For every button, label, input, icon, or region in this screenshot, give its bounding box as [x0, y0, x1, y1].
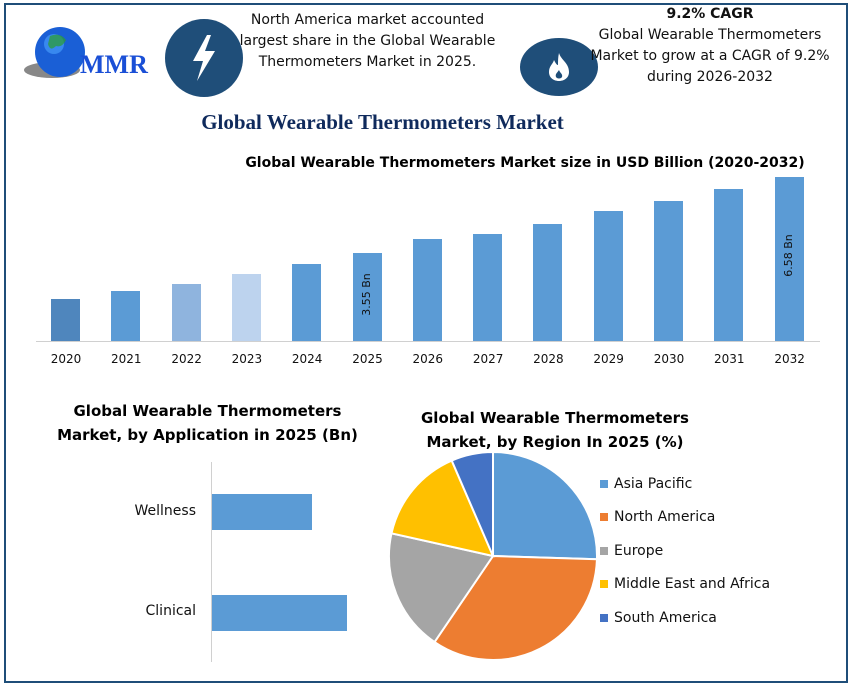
north-america-note: North America market accounted largest s… — [225, 10, 510, 73]
lightning-icon — [193, 35, 215, 81]
legend-label: North America — [614, 509, 716, 525]
x-tick-label: 2025 — [352, 352, 383, 366]
bar-2024 — [292, 263, 322, 341]
x-tick-label: 2031 — [714, 352, 745, 366]
page-title: Global Wearable Thermometers Market — [201, 110, 564, 134]
bar-2020 — [51, 298, 80, 341]
x-tick-label: 2030 — [653, 352, 685, 366]
legend-swatch — [600, 513, 608, 521]
title-line: Market, by Application in 2025 (Bn) — [57, 426, 358, 444]
bar-2021 — [111, 291, 141, 341]
note-line: during 2026-2032 — [647, 69, 773, 85]
pie-legend: Asia Pacific North America Europe Middle… — [600, 476, 840, 636]
legend-north-america: North America — [600, 509, 715, 525]
bar-clinical — [212, 595, 347, 631]
legend-label: Middle East and Africa — [614, 576, 771, 592]
bar-2027 — [473, 233, 503, 341]
bar-data-label: 3.55 Bn — [359, 272, 373, 316]
x-axis-line — [36, 341, 820, 342]
bar-2032: 6.58 Bn — [774, 177, 804, 341]
title-line: Global Wearable Thermometers — [421, 409, 689, 427]
x-tick-label: 2021 — [111, 352, 142, 366]
note-line: Global Wearable Thermometers — [598, 27, 822, 43]
legend-label: Asia Pacific — [614, 476, 693, 492]
legend-asia-pacific: Asia Pacific — [600, 476, 692, 492]
globe-icon — [24, 27, 85, 78]
lightning-badge — [165, 19, 243, 97]
note-line: largest share in the Global Wearable — [239, 33, 496, 49]
pie-slice-north-america — [433, 554, 598, 661]
x-tick-label: 2028 — [533, 352, 564, 366]
x-tick-label: 2022 — [171, 352, 202, 366]
infographic-frame — [4, 3, 848, 683]
x-tick-label: 2029 — [593, 352, 624, 366]
application-axis — [211, 462, 212, 662]
logo-text: MMR — [80, 50, 148, 79]
pie-slice-europe — [388, 532, 495, 644]
bar-chart: 3.55 Bn 6.58 Bn — [36, 170, 822, 341]
note-line: Market to grow at a CAGR of 9.2% — [590, 48, 830, 64]
legend-swatch — [600, 614, 608, 622]
legend-label: South America — [614, 610, 717, 626]
region-pie-chart — [388, 450, 598, 661]
x-tick-label: 2024 — [291, 352, 323, 366]
x-tick-label: 2032 — [774, 352, 805, 366]
legend-swatch — [600, 547, 608, 555]
x-tick-label: 2020 — [50, 352, 82, 366]
bar-2029 — [593, 211, 623, 341]
cagr-headline: 9.2% CAGR — [666, 6, 754, 22]
legend-europe: Europe — [600, 543, 663, 559]
application-chart-title: Global Wearable Thermometers Market, by … — [40, 399, 375, 447]
note-line: Thermometers Market in 2025. — [258, 54, 477, 70]
legend-swatch — [600, 580, 608, 588]
flame-badge — [520, 38, 598, 96]
x-tick-label: 2023 — [231, 352, 263, 366]
note-line: North America market accounted — [250, 12, 485, 28]
x-axis-labels: 2020 2021 2022 2023 2024 2025 2026 2027 2028 2029… — [36, 352, 822, 368]
bar-data-label: 6.58 Bn — [781, 234, 795, 277]
pie-slice-south-america — [450, 450, 494, 557]
bar-2028 — [533, 223, 563, 341]
category-label-wellness: Wellness — [134, 503, 197, 519]
bar-2031 — [714, 188, 744, 341]
cagr-note: 9.2% CAGR Global Wearable Thermometers M… — [580, 4, 840, 88]
x-tick-label: 2027 — [472, 352, 504, 366]
pie-slice-asia-pacific — [492, 450, 598, 561]
bar-chart-title: Global Wearable Thermometers Market size… — [245, 155, 805, 171]
title-line: Market, by Region In 2025 (%) — [426, 433, 684, 451]
region-chart-title: Global Wearable Thermometers Market, by … — [400, 406, 710, 454]
bar-wellness — [212, 494, 312, 530]
bar-2022 — [171, 283, 201, 341]
mmr-logo: MMR — [22, 22, 162, 82]
legend-swatch — [600, 480, 608, 488]
category-label-clinical: Clinical — [145, 603, 196, 619]
legend-label: Europe — [614, 543, 664, 559]
title-line: Global Wearable Thermometers — [73, 402, 342, 420]
legend-south-america: South America — [600, 610, 717, 626]
bar-2023 — [231, 273, 261, 341]
bar-2030 — [654, 201, 683, 341]
bar-2026 — [412, 238, 442, 341]
bar-2025: 3.55 Bn — [352, 252, 382, 341]
pie-slice-middle-east-africa — [390, 459, 495, 558]
x-tick-label: 2026 — [412, 352, 444, 366]
legend-middle-east-africa: Middle East and Africa — [600, 576, 770, 592]
flame-icon — [549, 53, 569, 81]
